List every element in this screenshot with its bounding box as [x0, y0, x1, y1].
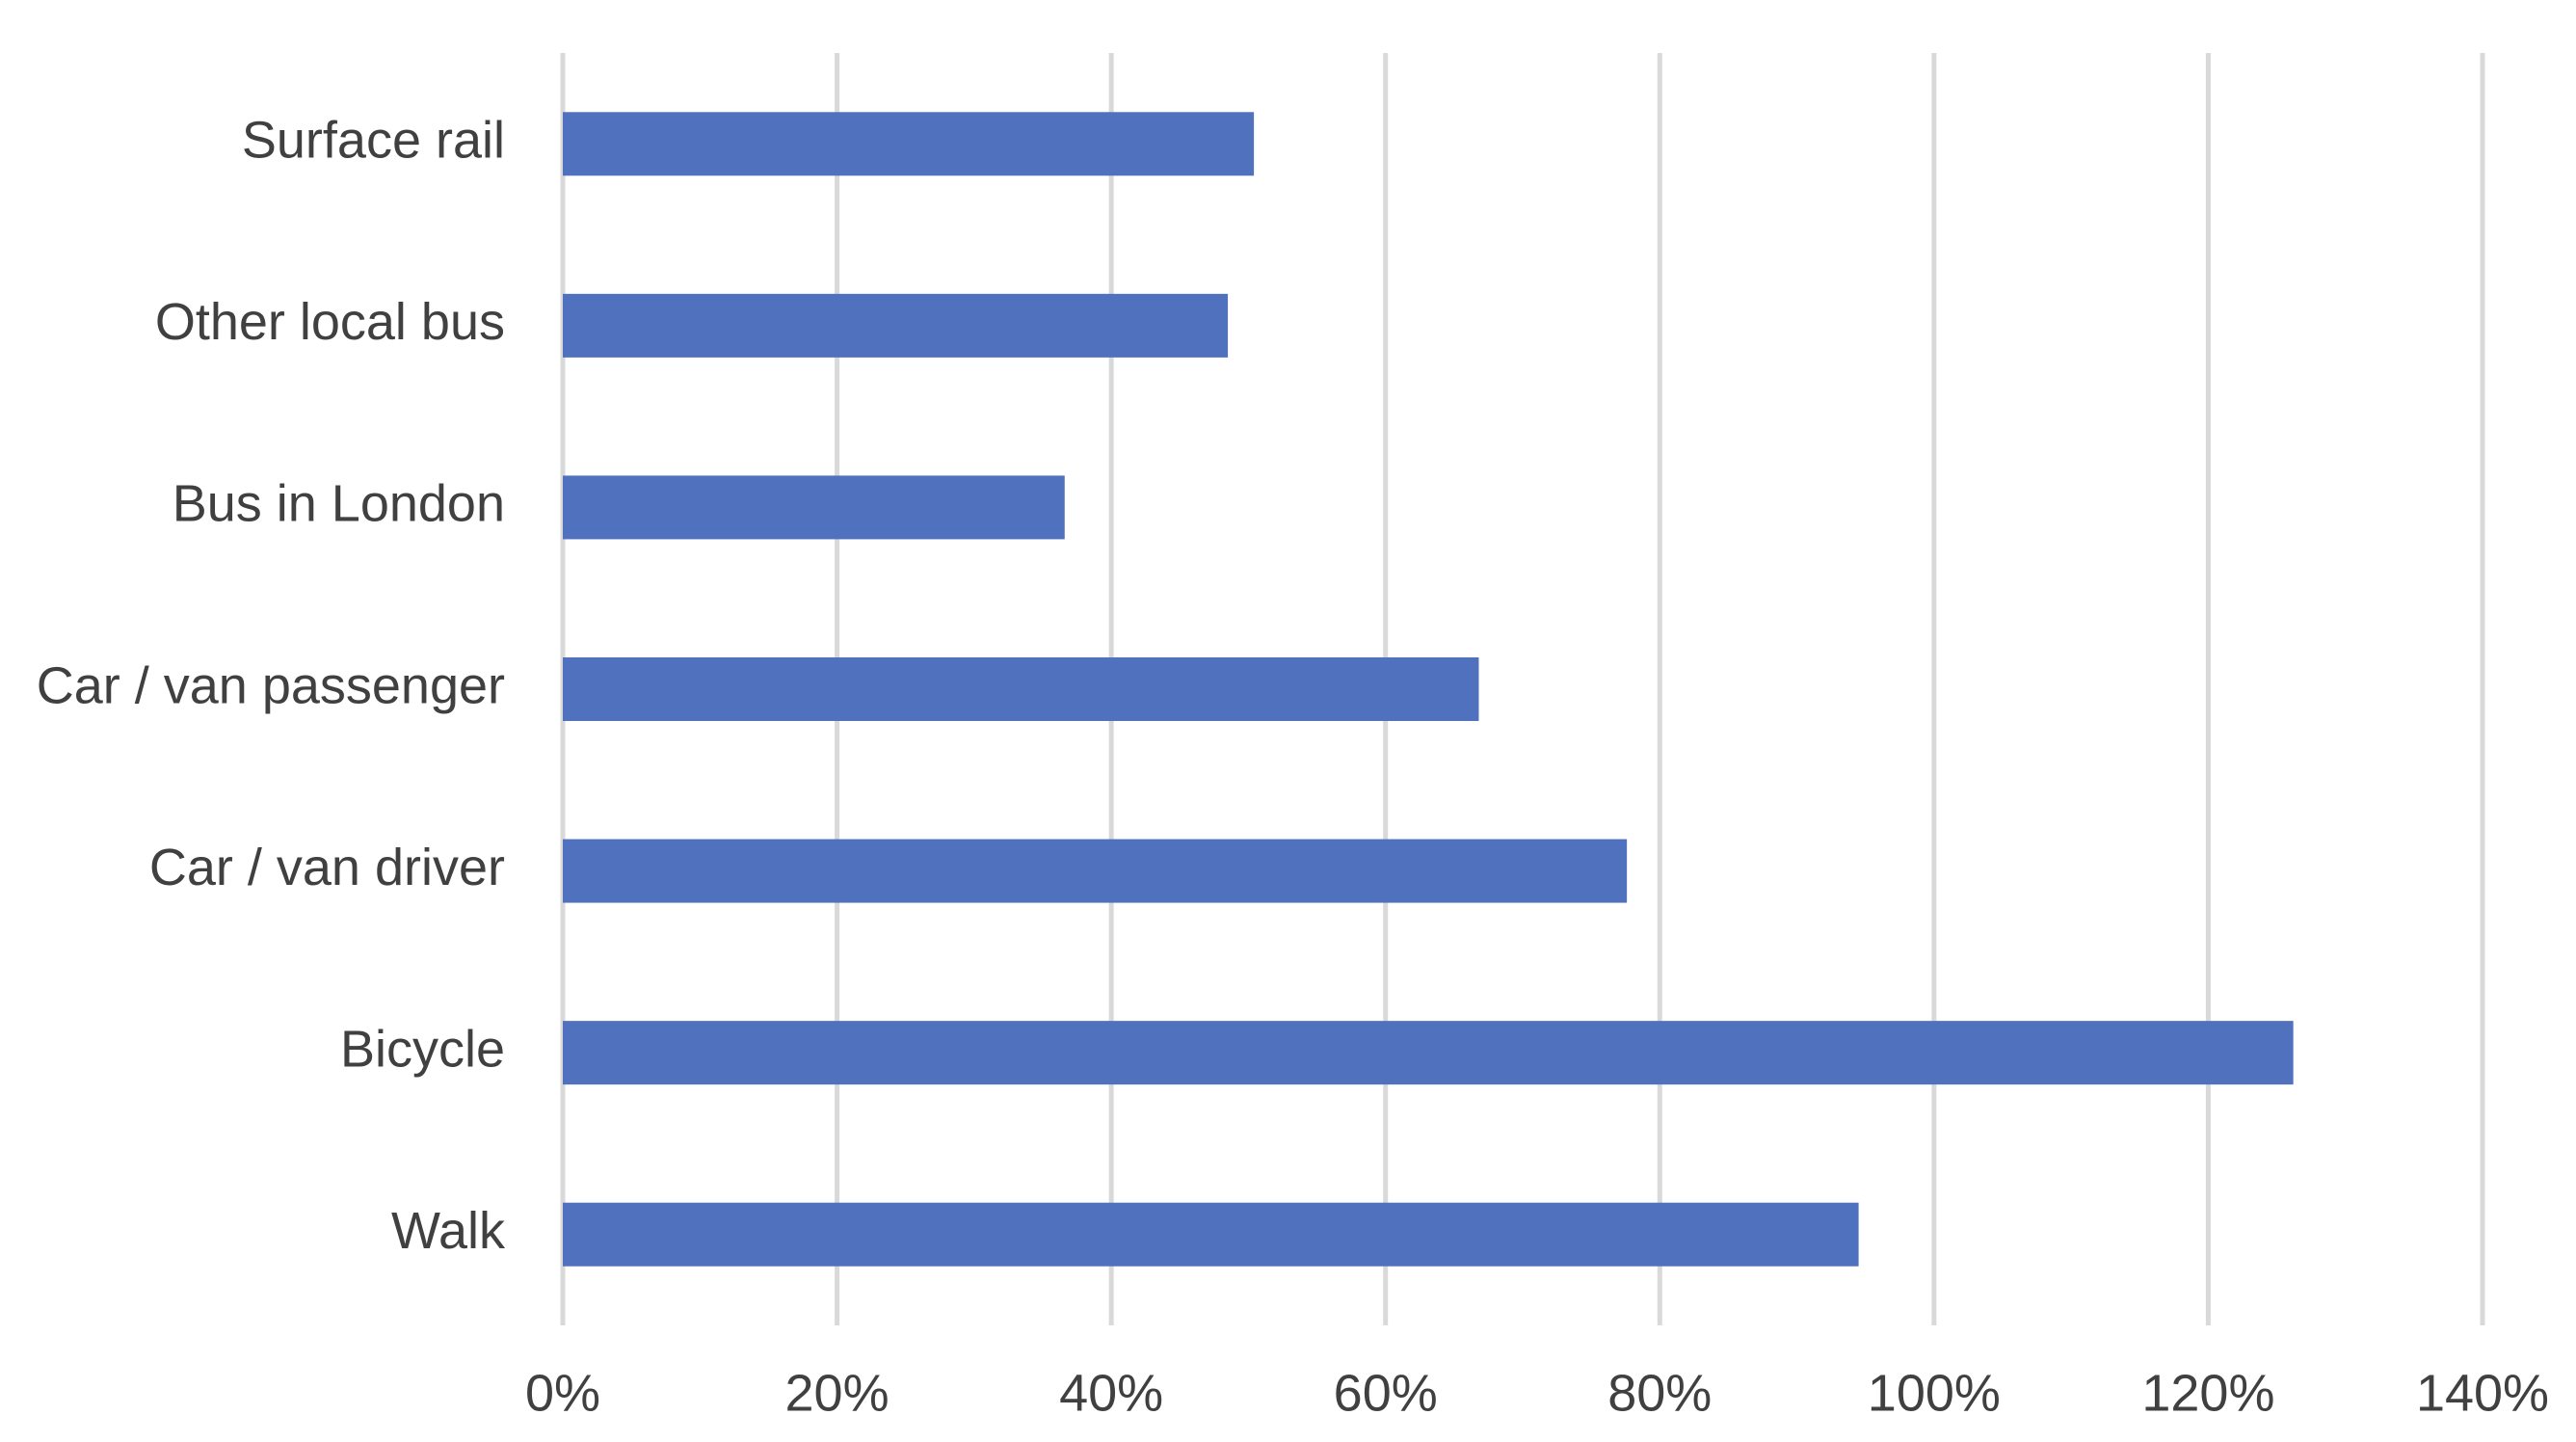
y-tick-label: Bus in London: [173, 475, 505, 533]
x-tick-label: 100%: [1868, 1364, 2001, 1422]
x-tick-label: 40%: [1059, 1364, 1163, 1422]
y-tick-label: Other local bus: [155, 293, 505, 351]
bar: [563, 657, 1479, 721]
y-tick-label: Bicycle: [340, 1020, 505, 1078]
bar: [563, 839, 1628, 903]
x-tick-label: 120%: [2141, 1364, 2274, 1422]
x-tick-label: 140%: [2416, 1364, 2549, 1422]
y-tick-label: Car / van passenger: [37, 656, 505, 714]
x-tick-label: 20%: [785, 1364, 890, 1422]
y-tick-label: Walk: [391, 1202, 506, 1260]
y-tick-label: Surface rail: [242, 112, 505, 170]
bar: [563, 293, 1229, 358]
y-tick-label: Car / van driver: [149, 839, 505, 896]
x-tick-label: 80%: [1607, 1364, 1712, 1422]
x-tick-label: 0%: [525, 1364, 600, 1422]
x-tick-label: 60%: [1334, 1364, 1438, 1422]
bar: [563, 1202, 1859, 1267]
bar: [563, 1021, 2294, 1085]
bar: [563, 112, 1255, 176]
bar: [563, 475, 1065, 540]
